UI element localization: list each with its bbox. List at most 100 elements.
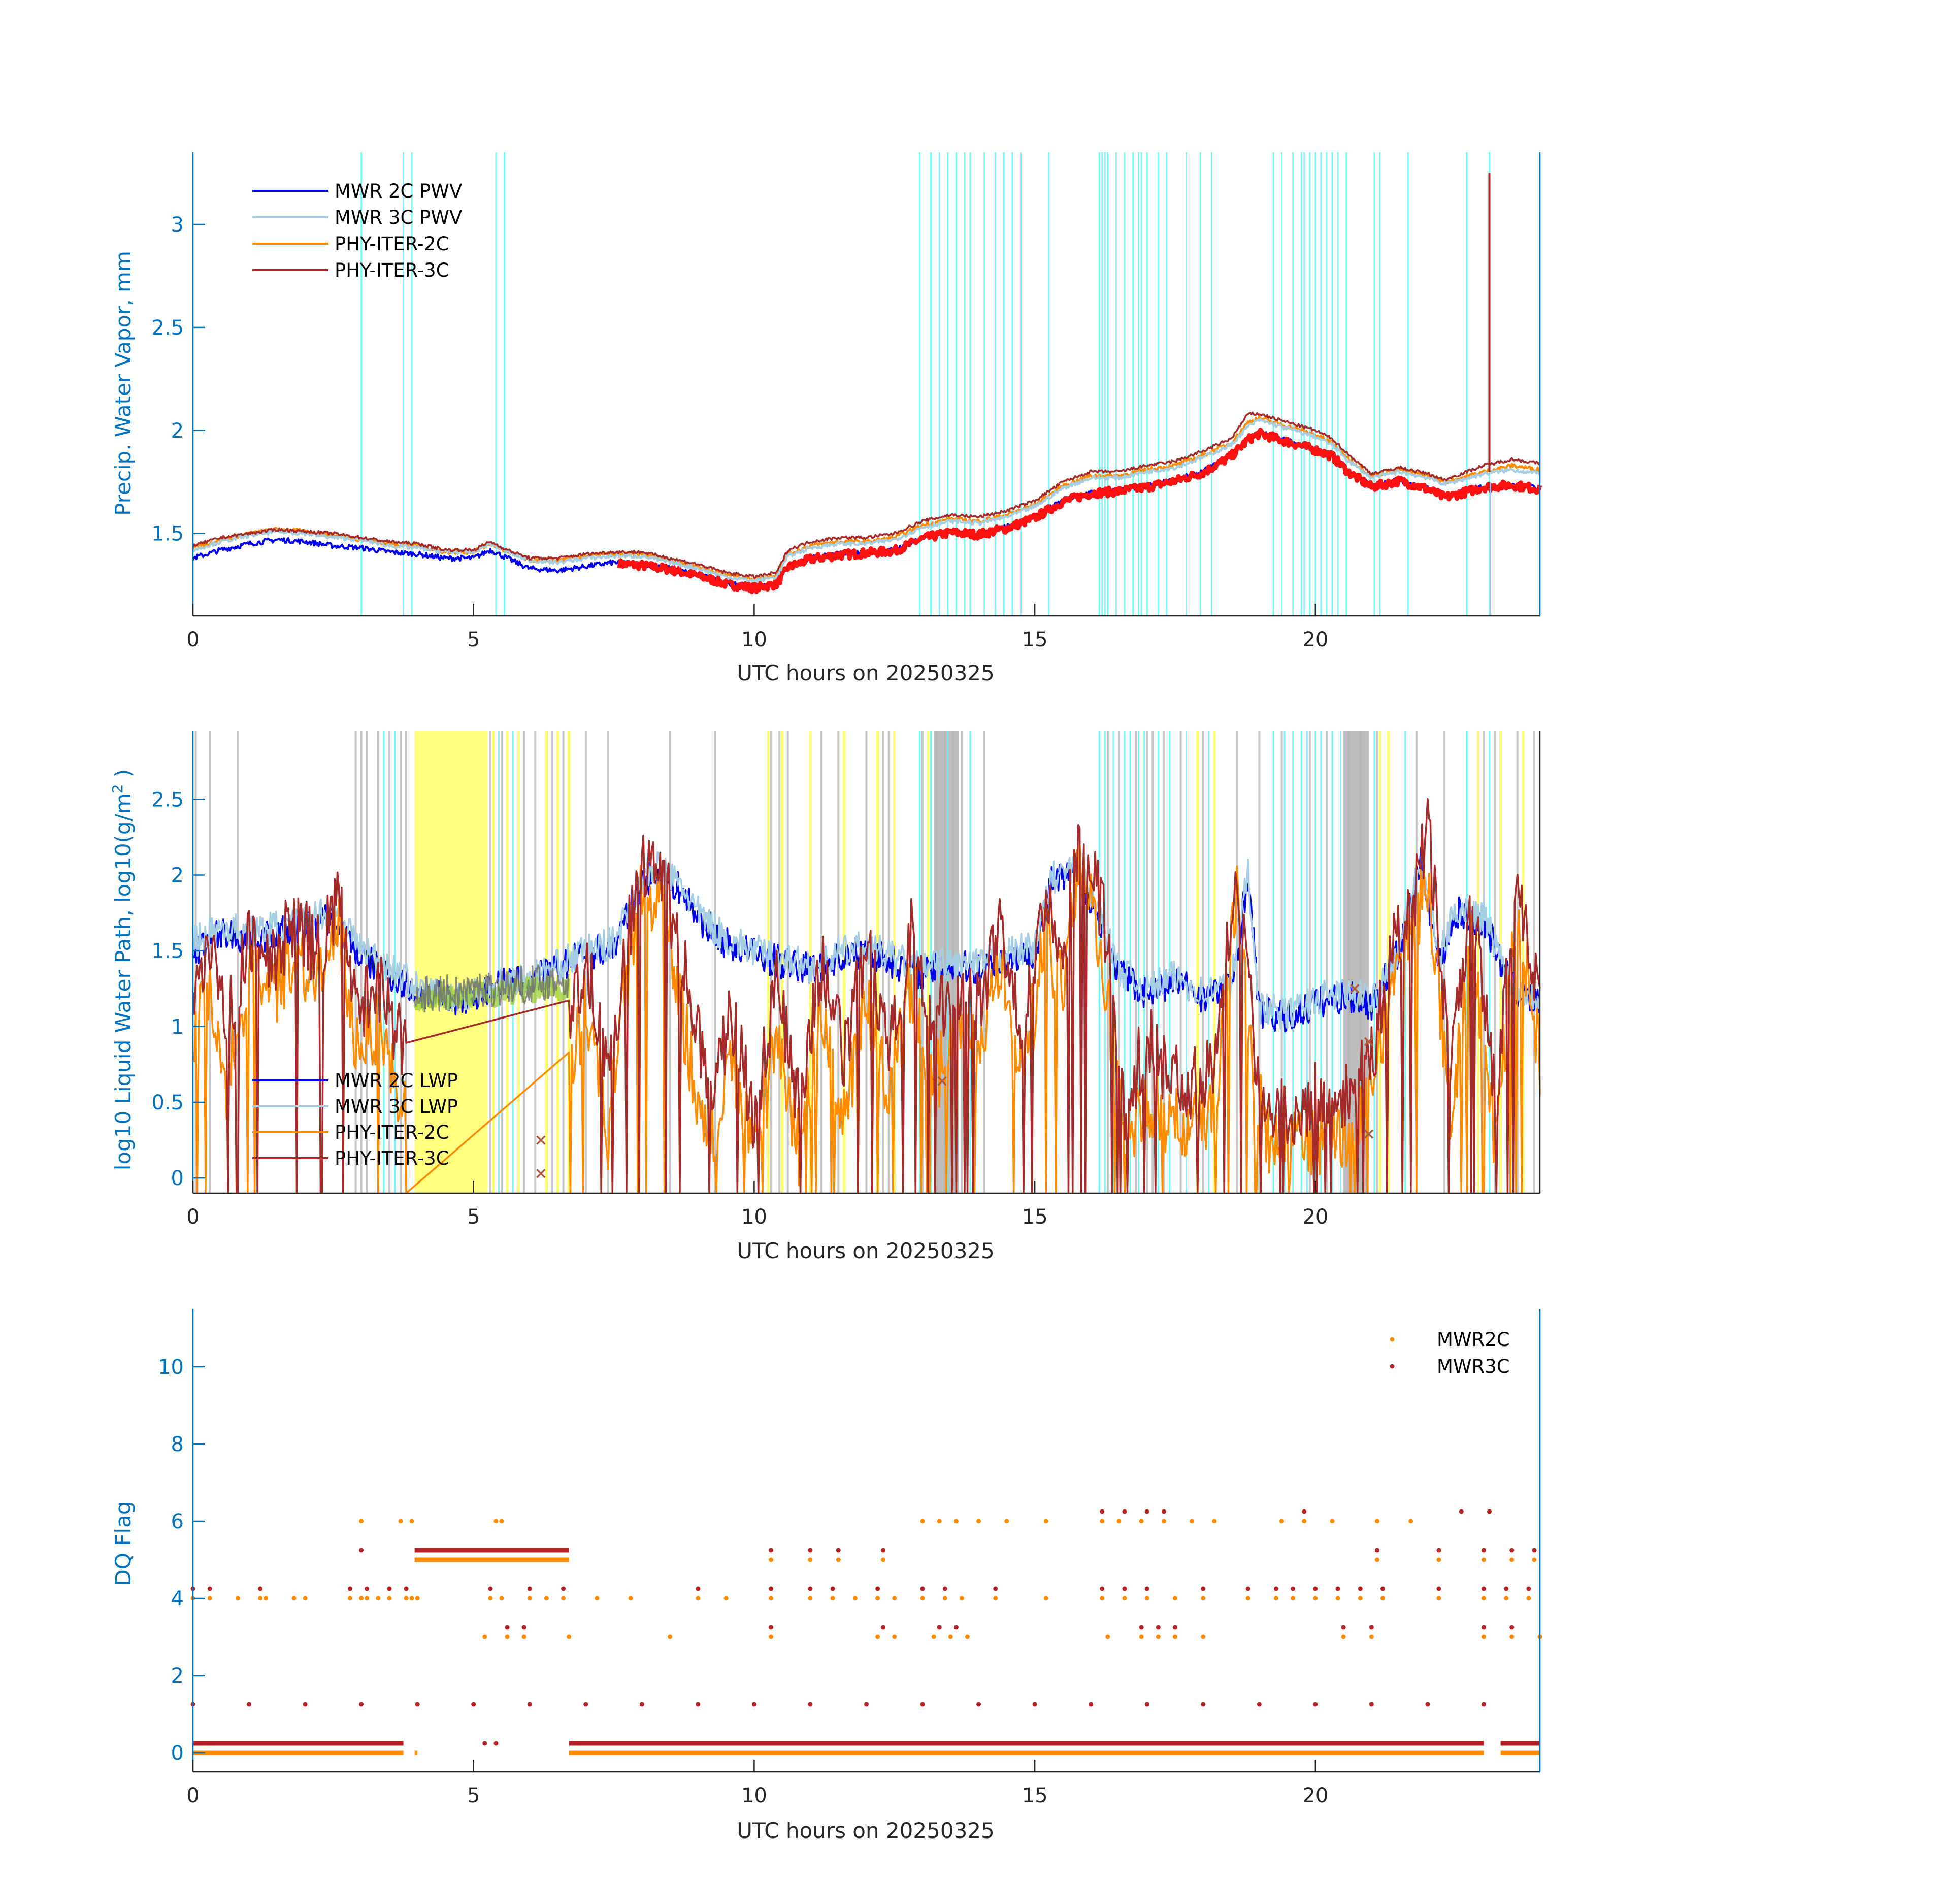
dq-point: [544, 1596, 549, 1601]
dq-point: [993, 1596, 998, 1601]
pwv-xtick-label: 5: [467, 628, 480, 651]
lwp-panel: 0 5 10 15 20 0 0.5 1 1.5 2 2.5 UTC hours on 20250…: [109, 731, 1541, 1263]
dq-point: [1122, 1596, 1127, 1601]
dq-point: [639, 1702, 644, 1707]
dq-point: [488, 1586, 493, 1591]
dq-point: [976, 1519, 981, 1524]
dq-point: [1504, 1596, 1509, 1601]
dq-point: [1212, 1519, 1217, 1524]
dq-legend-label: MWR2C: [1437, 1329, 1510, 1351]
dq-point: [1100, 1519, 1105, 1524]
lwp-xtick-label: 20: [1302, 1205, 1328, 1229]
dq-point: [1201, 1596, 1206, 1601]
lwp-ytick-label: 2: [171, 864, 184, 887]
dq-point: [207, 1596, 212, 1601]
dq-point: [1122, 1586, 1127, 1591]
dq-point: [488, 1596, 493, 1601]
dq-point: [696, 1586, 701, 1591]
dq-point: [499, 1519, 504, 1524]
lwp-ylabel-superscript: 2: [109, 784, 126, 794]
dq-point: [864, 1702, 869, 1707]
dq-point: [942, 1586, 947, 1591]
pwv-series-line: [192, 411, 1541, 579]
dq-point: [1509, 1557, 1515, 1562]
dq-point: [769, 1625, 774, 1630]
dq-point: [1335, 1596, 1340, 1601]
lwp-x-marker: [937, 1076, 947, 1086]
lwp-xtick-label: 15: [1022, 1205, 1048, 1229]
dq-point: [993, 1586, 998, 1591]
dq-point: [628, 1596, 633, 1601]
dq-point: [493, 1519, 499, 1524]
dq-point: [1436, 1548, 1441, 1553]
lwp-ytick-label: 1: [171, 1015, 184, 1039]
dq-dense-band: [1500, 1750, 1540, 1755]
dq-point: [836, 1557, 841, 1562]
dq-point: [1004, 1519, 1009, 1524]
dq-point: [1509, 1548, 1515, 1553]
dq-point: [1279, 1519, 1285, 1524]
pwv-legend-label: MWR 2C PWV: [335, 180, 462, 202]
dq-point: [920, 1702, 925, 1707]
dq-point: [942, 1596, 947, 1601]
dq-point: [881, 1548, 886, 1553]
dq-legend-label: MWR3C: [1437, 1356, 1510, 1377]
dq-point: [527, 1702, 532, 1707]
dq-point: [561, 1586, 566, 1591]
lwp-legend-label: MWR 3C LWP: [335, 1096, 458, 1118]
dq-point: [1481, 1702, 1486, 1707]
lwp-yticks: 0 0.5 1 1.5 2 2.5: [151, 788, 205, 1190]
lwp-xtick-label: 5: [467, 1205, 480, 1229]
pwv-ytick-label: 1.5: [151, 522, 184, 546]
dq-dense-band: [414, 1557, 569, 1562]
dq-point: [1190, 1519, 1195, 1524]
dq-point: [1032, 1702, 1037, 1707]
dq-point: [937, 1519, 942, 1524]
dq-point: [1369, 1625, 1374, 1630]
lwp-series-group: [192, 798, 1541, 1194]
dq-point: [1043, 1519, 1048, 1524]
dq-point: [1156, 1625, 1161, 1630]
pwv-series-line: [617, 428, 1542, 595]
dq-point: [365, 1586, 370, 1591]
dq-points: [190, 1509, 1542, 1755]
dq-point: [1436, 1596, 1441, 1601]
dq-point: [1369, 1702, 1374, 1707]
dq-point: [953, 1519, 959, 1524]
dq-point: [1526, 1586, 1531, 1591]
dq-dense-band: [569, 1741, 1484, 1746]
dq-ytick-label: 2: [171, 1664, 184, 1688]
pwv-ytick-label: 2: [171, 419, 184, 443]
dq-ytick-label: 8: [171, 1433, 184, 1456]
dq-point: [881, 1625, 886, 1630]
dq-xtick-label: 20: [1302, 1784, 1328, 1808]
lwp-ylabel: log10 Liquid Water Path, log10(g/m2 ): [109, 769, 136, 1170]
lwp-x-marker: [1364, 1129, 1374, 1139]
dq-point: [471, 1702, 476, 1707]
lwp-ylabel-close: ): [111, 769, 136, 784]
lwp-xtick-label: 0: [186, 1205, 199, 1229]
dq-point: [769, 1586, 774, 1591]
dq-point: [359, 1596, 364, 1601]
dq-point: [1481, 1548, 1486, 1553]
dq-ytick-label: 0: [171, 1742, 184, 1765]
dq-point: [1358, 1586, 1363, 1591]
lwp-markers: [536, 983, 1374, 1178]
dq-point: [1369, 1634, 1374, 1639]
dq-point: [1532, 1548, 1537, 1553]
lwp-x-marker: [536, 1135, 546, 1145]
dq-legend-marker: [1390, 1364, 1395, 1369]
pwv-legend-label: PHY-ITER-3C: [335, 259, 449, 281]
dq-point: [1374, 1557, 1379, 1562]
dq-point: [1481, 1634, 1486, 1639]
dq-xtick-label: 5: [467, 1784, 480, 1808]
lwp-x-marker: [536, 1168, 546, 1178]
dq-point: [365, 1596, 370, 1601]
lwp-x-marker: [1364, 1037, 1374, 1046]
dq-point: [1122, 1509, 1127, 1514]
dq-point: [235, 1596, 240, 1601]
dq-point: [1481, 1557, 1486, 1562]
pwv-ytick-label: 3: [171, 213, 184, 237]
dq-point: [948, 1634, 953, 1639]
